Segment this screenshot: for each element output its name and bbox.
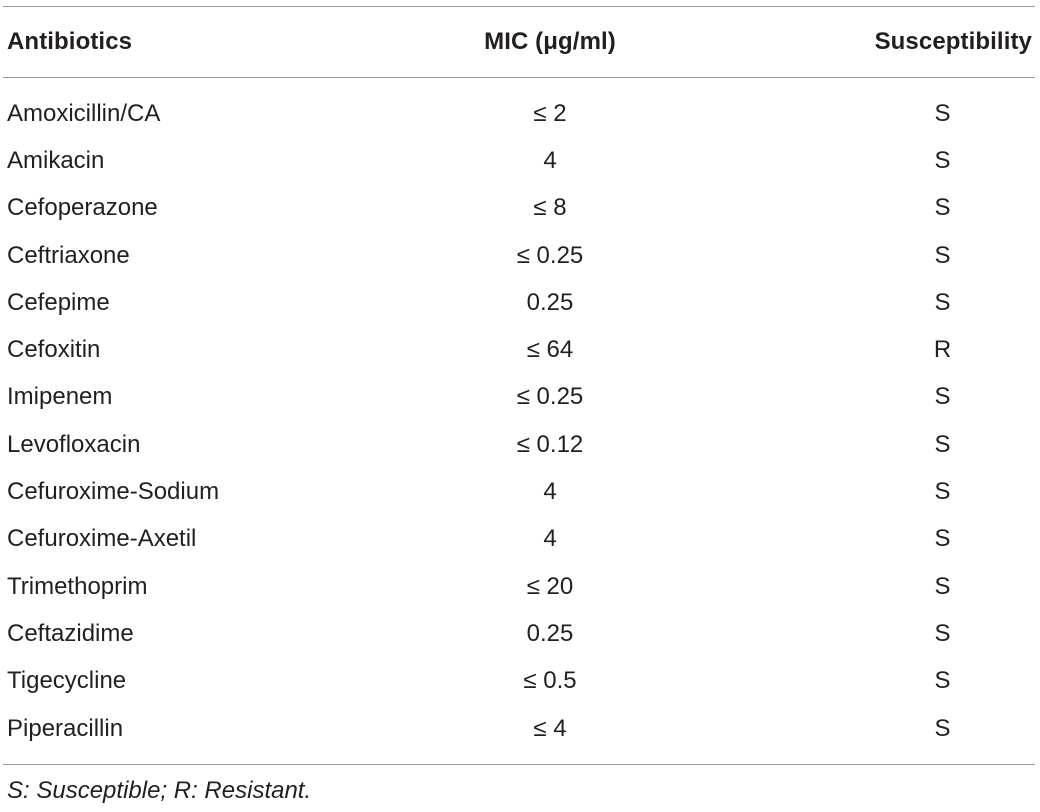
cell-mic: 0.25	[526, 288, 574, 316]
header-susceptibility: Susceptibility	[874, 28, 1032, 55]
cell-antibiotic: Ceftriaxone	[7, 241, 130, 269]
cell-mic: ≤ 20	[526, 572, 574, 600]
table-row: Cefuroxime-Sodium 4 S	[0, 468, 1040, 515]
table-footnote: S: Susceptible; R: Resistant.	[7, 777, 312, 805]
cell-susceptibility: S	[934, 146, 951, 174]
cell-susceptibility: S	[934, 383, 951, 411]
top-rule	[3, 6, 1035, 7]
cell-mic: ≤ 0.12	[516, 430, 584, 458]
table-row: Amoxicillin/CA ≤ 2 S	[0, 90, 1040, 137]
table-row: Cefoperazone ≤ 8 S	[0, 185, 1040, 232]
table-row: Tigecycline ≤ 0.5 S	[0, 658, 1040, 705]
cell-susceptibility: S	[934, 525, 951, 553]
cell-mic: 0.25	[526, 619, 574, 647]
header-rule	[3, 77, 1035, 78]
cell-antibiotic: Cefepime	[7, 288, 110, 316]
cell-antibiotic: Cefoxitin	[7, 336, 101, 364]
cell-mic: ≤ 0.5	[523, 667, 577, 695]
table-row: Piperacillin ≤ 4 S	[0, 705, 1040, 752]
header-antibiotics: Antibiotics	[7, 28, 133, 55]
cell-antibiotic: Tigecycline	[7, 667, 127, 695]
cell-antibiotic: Cefuroxime-Sodium	[7, 478, 220, 506]
cell-susceptibility: S	[934, 194, 951, 222]
cell-mic: ≤ 64	[526, 336, 574, 364]
table-header-row: Antibiotics MIC (μg/ml) Susceptibility	[0, 7, 1040, 77]
cell-antibiotic: Amikacin	[7, 146, 105, 174]
cell-antibiotic: Imipenem	[7, 383, 113, 411]
cell-susceptibility: S	[934, 99, 951, 127]
cell-susceptibility: S	[934, 619, 951, 647]
table-row: Cefoxitin ≤ 64 R	[0, 326, 1040, 373]
cell-antibiotic: Piperacillin	[7, 714, 124, 742]
cell-susceptibility: R	[933, 336, 952, 364]
cell-mic: ≤ 0.25	[516, 383, 584, 411]
cell-susceptibility: S	[934, 430, 951, 458]
table-row: Ceftriaxone ≤ 0.25 S	[0, 232, 1040, 279]
cell-mic: ≤ 8	[533, 194, 567, 222]
cell-mic: 4	[543, 525, 557, 553]
cell-mic: 4	[543, 146, 557, 174]
cell-susceptibility: S	[934, 572, 951, 600]
table-row: Amikacin 4 S	[0, 137, 1040, 184]
table-row: Cefuroxime-Axetil 4 S	[0, 516, 1040, 563]
cell-mic: ≤ 2	[533, 99, 567, 127]
bottom-rule	[3, 764, 1035, 766]
cell-antibiotic: Amoxicillin/CA	[7, 99, 161, 127]
table-row: Ceftazidime 0.25 S	[0, 610, 1040, 657]
cell-mic: 4	[543, 478, 557, 506]
cell-mic: ≤ 4	[533, 714, 567, 742]
header-mic: MIC (μg/ml)	[484, 28, 616, 55]
cell-antibiotic: Levofloxacin	[7, 430, 141, 458]
table-row: Cefepime 0.25 S	[0, 279, 1040, 326]
cell-susceptibility: S	[934, 288, 951, 316]
table-row: Trimethoprim ≤ 20 S	[0, 563, 1040, 610]
cell-mic: ≤ 0.25	[516, 241, 584, 269]
table-row: Imipenem ≤ 0.25 S	[0, 374, 1040, 421]
cell-antibiotic: Cefuroxime-Axetil	[7, 525, 197, 553]
cell-susceptibility: S	[934, 714, 951, 742]
cell-antibiotic: Cefoperazone	[7, 194, 158, 222]
cell-antibiotic: Ceftazidime	[7, 619, 134, 647]
table-row: Levofloxacin ≤ 0.12 S	[0, 421, 1040, 468]
cell-susceptibility: S	[934, 478, 951, 506]
cell-antibiotic: Trimethoprim	[7, 572, 148, 600]
cell-susceptibility: S	[934, 667, 951, 695]
table-body: Amoxicillin/CA ≤ 2 S Amikacin 4 S Cefoperazone…	[0, 78, 1040, 764]
cell-susceptibility: S	[934, 241, 951, 269]
